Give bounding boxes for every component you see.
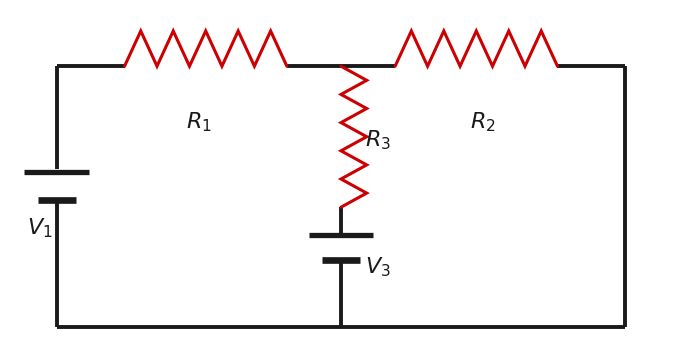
Text: $V_1$: $V_1$ xyxy=(27,217,53,240)
Text: $R_1$: $R_1$ xyxy=(186,111,212,134)
Text: $R_2$: $R_2$ xyxy=(470,111,496,134)
Text: $V_3$: $V_3$ xyxy=(365,255,390,279)
Text: $R_3$: $R_3$ xyxy=(365,129,391,152)
